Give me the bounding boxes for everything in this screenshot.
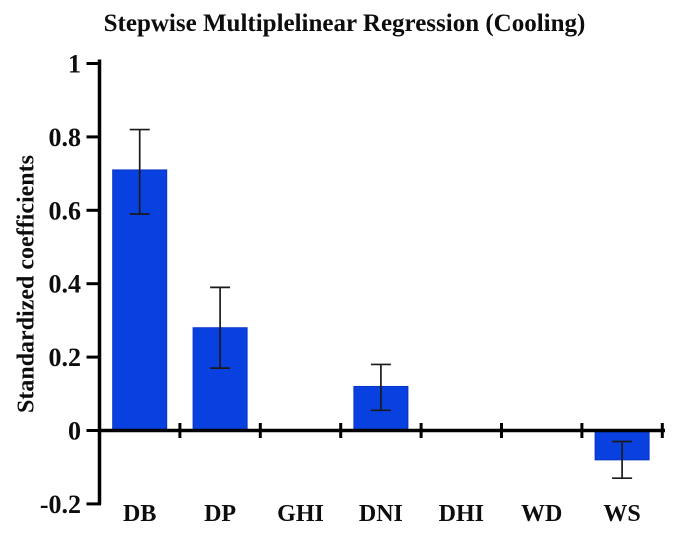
x-category-label-WD: WD: [521, 501, 562, 527]
y-tick-label-0.2: 0.2: [49, 343, 82, 372]
x-category-label-DB: DB: [123, 501, 156, 527]
y-tick-label-0.6: 0.6: [49, 196, 82, 225]
y-tick-label-0.8: 0.8: [49, 123, 82, 152]
error-bar-DB: [129, 128, 150, 215]
x-category-label-DNI: DNI: [359, 501, 403, 527]
error-bar-DP: [210, 286, 231, 369]
y-tick-label--0.2: -0.2: [40, 490, 81, 519]
x-category-label-DHI: DHI: [439, 501, 484, 527]
error-bar-WS: [612, 440, 633, 480]
error-bar-DNI: [370, 363, 391, 412]
y-tick-label-0: 0: [68, 417, 81, 446]
chart-title: Stepwise Multiplelinear Regression (Cool…: [103, 10, 586, 37]
x-category-label-WS: WS: [603, 501, 640, 527]
y-axis-label: Standardized coefficients: [13, 155, 40, 413]
y-tick-label-1: 1: [68, 50, 81, 79]
x-category-label-DP: DP: [204, 501, 236, 527]
y-tick-label-0.4: 0.4: [49, 270, 82, 299]
x-category-label-GHI: GHI: [277, 501, 324, 527]
